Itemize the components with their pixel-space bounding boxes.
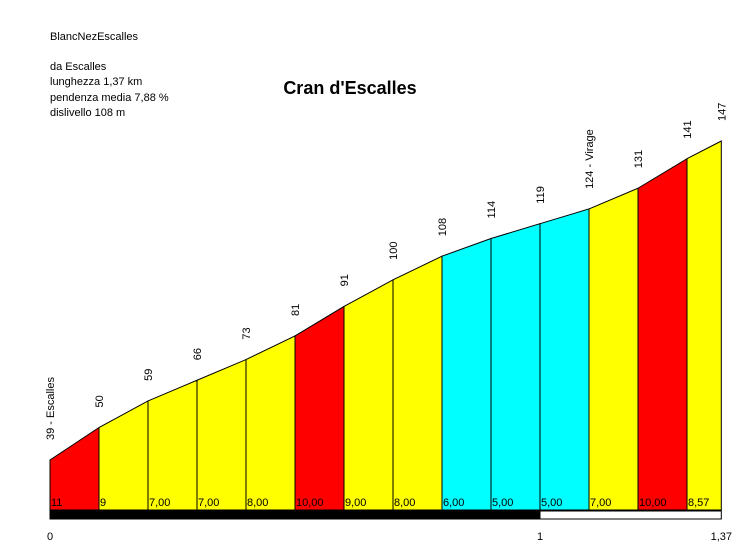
profile-segment [539, 208, 590, 511]
elevation-label: 73 [241, 327, 253, 339]
profile-segment [637, 157, 688, 511]
x-tick-label: 0 [47, 531, 53, 543]
elevation-label: 100 [388, 241, 400, 259]
profile-segment [686, 140, 722, 511]
elevation-label: 108 [437, 218, 449, 236]
route-name: BlancNezEscalles [50, 31, 139, 43]
grade-label: 7,00 [149, 497, 170, 509]
elevation-label: 119 [535, 186, 547, 204]
elevation-label: 141 [682, 120, 694, 138]
profile-segment [343, 278, 394, 511]
grade-label: 6,00 [443, 497, 464, 509]
profile-segment [245, 335, 296, 511]
grade-label: 8,00 [394, 497, 415, 509]
distance-scale-bar [539, 510, 722, 520]
elevation-label: 124 - Virage [584, 129, 596, 189]
climb-length: lunghezza 1,37 km [50, 76, 143, 88]
elevation-label: 66 [192, 348, 204, 360]
profile-segment [392, 255, 443, 511]
elevation-label: 81 [290, 304, 302, 316]
grade-label: 8,00 [247, 497, 268, 509]
average-grade: pendenza media 7,88 % [50, 92, 169, 104]
elevation-label: 59 [143, 369, 155, 381]
elevation-label: 147 [716, 103, 728, 121]
grade-label: 11 [51, 497, 62, 509]
grade-label: 10,00 [296, 497, 324, 509]
grade-label: 5,00 [492, 497, 513, 509]
elevation-label: 91 [339, 274, 351, 286]
x-tick-label: 1,37 [711, 531, 732, 543]
grade-label: 7,00 [590, 497, 611, 509]
chart-title: Cran d'Escalles [283, 78, 417, 98]
elevation-label: 114 [486, 201, 498, 219]
grade-label: 7,00 [198, 497, 219, 509]
profile-segment [441, 237, 492, 511]
profile-segment [98, 400, 149, 511]
profile-segment [588, 187, 639, 511]
profile-segment [196, 358, 247, 511]
grade-label: 9,00 [345, 497, 366, 509]
start-point: da Escalles [50, 61, 107, 73]
distance-scale-bar [49, 510, 541, 520]
grade-label: 5,00 [541, 497, 562, 509]
elevation-label: 131 [633, 150, 645, 168]
elevation-label: 39 - Escalles [45, 377, 57, 440]
profile-segment [490, 223, 541, 511]
elevation-gain: dislivello 108 m [50, 107, 126, 119]
elevation-label: 50 [94, 395, 106, 407]
grade-label: 10,00 [639, 497, 667, 509]
grade-label: 8,57 [688, 497, 709, 509]
grade-label: 9 [100, 497, 106, 509]
profile-segment [147, 379, 198, 511]
profile-segment [294, 305, 345, 511]
x-tick-label: 1 [537, 531, 543, 543]
